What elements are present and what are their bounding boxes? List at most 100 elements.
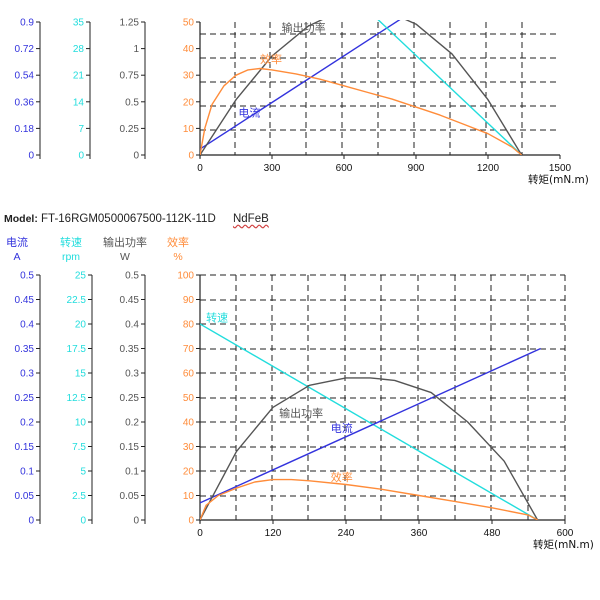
series-efficiency-line: [200, 478, 538, 520]
power-axis-tick-label: 0.5: [125, 97, 139, 108]
efficiency-axis-tick-label: 50: [183, 393, 195, 404]
plot-area: [200, 323, 541, 520]
speed-axis-tick-label: 2.5: [72, 491, 86, 502]
power-axis-tick-label: 0.3: [125, 369, 139, 380]
speed-axis-tick-label: 12.5: [67, 393, 87, 404]
current-axis-tick-label: 0.15: [15, 442, 35, 453]
x-axis-label: 转矩(mN.m): [528, 173, 589, 186]
label-efficiency: 效率: [331, 470, 353, 484]
x-tick-label: 600: [336, 163, 353, 174]
power-axis-tick-label: 0.35: [120, 344, 140, 355]
efficiency-axis-tick-label: 0: [188, 516, 194, 527]
x-tick-label: 600: [557, 528, 574, 539]
label-power: 输出功率: [279, 406, 323, 420]
x-tick-label: 900: [408, 163, 425, 174]
power-axis-tick-label: 0.5: [125, 271, 139, 282]
power-axis-tick-label: 0.25: [120, 124, 140, 135]
current-axis-tick-label: 0.18: [15, 124, 35, 135]
power-axis-tick-label: 0.45: [120, 295, 140, 306]
label-current: 电流: [238, 105, 260, 119]
model-material: NdFeB: [232, 213, 269, 225]
efficiency-axis-tick-label: 40: [183, 44, 195, 55]
current-axis-tick-label: 0.05: [15, 491, 35, 502]
speed-axis-tick-label: 20: [75, 320, 87, 331]
current-axis-tick-label: 0.1: [20, 467, 34, 478]
power-axis-tick-label: 0.75: [120, 71, 140, 82]
efficiency-axis-tick-label: 30: [183, 442, 195, 453]
current-axis-tick-label: 0.36: [15, 97, 35, 108]
power-axis-unit: W: [120, 251, 130, 263]
current-axis-tick-label: 0.5: [20, 271, 34, 282]
model-line: Model: FT-16RGM0500067500-112K-11D NdFeB: [4, 213, 269, 225]
series-current-line: [200, 347, 541, 504]
speed-axis-unit: rpm: [62, 251, 80, 263]
x-tick-label: 300: [264, 163, 281, 174]
efficiency-axis-tick-label: 90: [183, 295, 195, 306]
current-axis-unit: A: [13, 251, 20, 263]
grid: [199, 22, 560, 155]
power-axis-tick-label: 0: [133, 516, 139, 527]
speed-axis-tick-label: 0: [80, 516, 86, 527]
series-power-line: [200, 377, 539, 520]
speed-axis-tick-label: 22.5: [67, 295, 87, 306]
series-speed-line: [377, 20, 523, 155]
power-axis-tick-label: 0.1: [125, 467, 139, 478]
grid: [199, 274, 566, 520]
series-speed-line: [200, 323, 538, 520]
speed-axis-tick-label: 28: [73, 44, 85, 55]
current-axis-tick-label: 0.3: [20, 369, 34, 380]
series-current-line: [200, 20, 401, 150]
current-axis-tick-label: 0.9: [20, 18, 34, 29]
speed-axis-tick-label: 15: [75, 369, 87, 380]
power-axis-tick-label: 1.25: [120, 18, 140, 29]
current-axis-tick-label: 0.45: [15, 295, 35, 306]
model-label: Model:: [4, 213, 38, 225]
series-power-line: [200, 20, 523, 155]
current-axis-tick-label: 0: [28, 151, 34, 162]
x-tick-label: 0: [197, 528, 203, 539]
power-axis-tick-label: 0.2: [125, 418, 139, 429]
x-tick-label: 480: [484, 528, 501, 539]
speed-axis-tick-label: 7: [78, 124, 84, 135]
label-power: 输出功率: [282, 20, 326, 34]
efficiency-axis-tick-label: 10: [183, 491, 195, 502]
label-speed: 转速: [206, 311, 228, 325]
efficiency-axis-tick-label: 100: [177, 271, 194, 282]
power-axis-tick-label: 0.15: [120, 442, 140, 453]
speed-axis-tick-label: 14: [73, 97, 85, 108]
power-axis-tick-label: 0.25: [120, 393, 140, 404]
speed-axis-tick-label: 7.5: [72, 442, 86, 453]
efficiency-axis-tick-label: 70: [183, 344, 195, 355]
current-axis-tick-label: 0.35: [15, 344, 35, 355]
x-axis-label: 转矩(mN.m): [533, 538, 594, 551]
power-axis-tick-label: 0.05: [120, 491, 140, 502]
plot-area: [200, 20, 523, 155]
current-axis-tick-label: 0.4: [20, 320, 34, 331]
efficiency-axis-tick-label: 10: [183, 124, 195, 135]
label-current: 电流: [331, 421, 353, 435]
power-axis-tick-label: 1: [133, 44, 139, 55]
efficiency-axis-tick-label: 20: [183, 97, 195, 108]
chart-1: 0 300 600 900 1200 1500转矩(mN.m)00.180.360.540…: [15, 18, 589, 187]
power-axis-name: 输出功率: [103, 235, 147, 249]
efficiency-axis-tick-label: 50: [183, 18, 195, 29]
current-axis-tick-label: 0.54: [15, 71, 35, 82]
label-efficiency: 效率: [260, 52, 282, 66]
current-axis-tick-label: 0.25: [15, 393, 35, 404]
speed-axis-tick-label: 21: [73, 71, 85, 82]
series-efficiency-line: [200, 67, 523, 155]
x-tick-label: 360: [411, 528, 428, 539]
x-tick-label: 1200: [477, 163, 500, 174]
x-tick-label: 120: [265, 528, 282, 539]
current-axis-tick-label: 0.72: [15, 44, 35, 55]
x-tick-label: 240: [338, 528, 355, 539]
x-tick-label: 1500: [549, 163, 572, 174]
efficiency-axis-tick-label: 60: [183, 369, 195, 380]
efficiency-axis-tick-label: 80: [183, 320, 195, 331]
chart-2: 0 120 240 360 480 600转矩(mN.m)00.050.10.150.20…: [6, 235, 594, 551]
efficiency-axis-name: 效率: [167, 235, 189, 249]
speed-axis-tick-label: 10: [75, 418, 87, 429]
efficiency-axis-tick-label: 40: [183, 418, 195, 429]
x-tick-label: 0: [197, 163, 203, 174]
